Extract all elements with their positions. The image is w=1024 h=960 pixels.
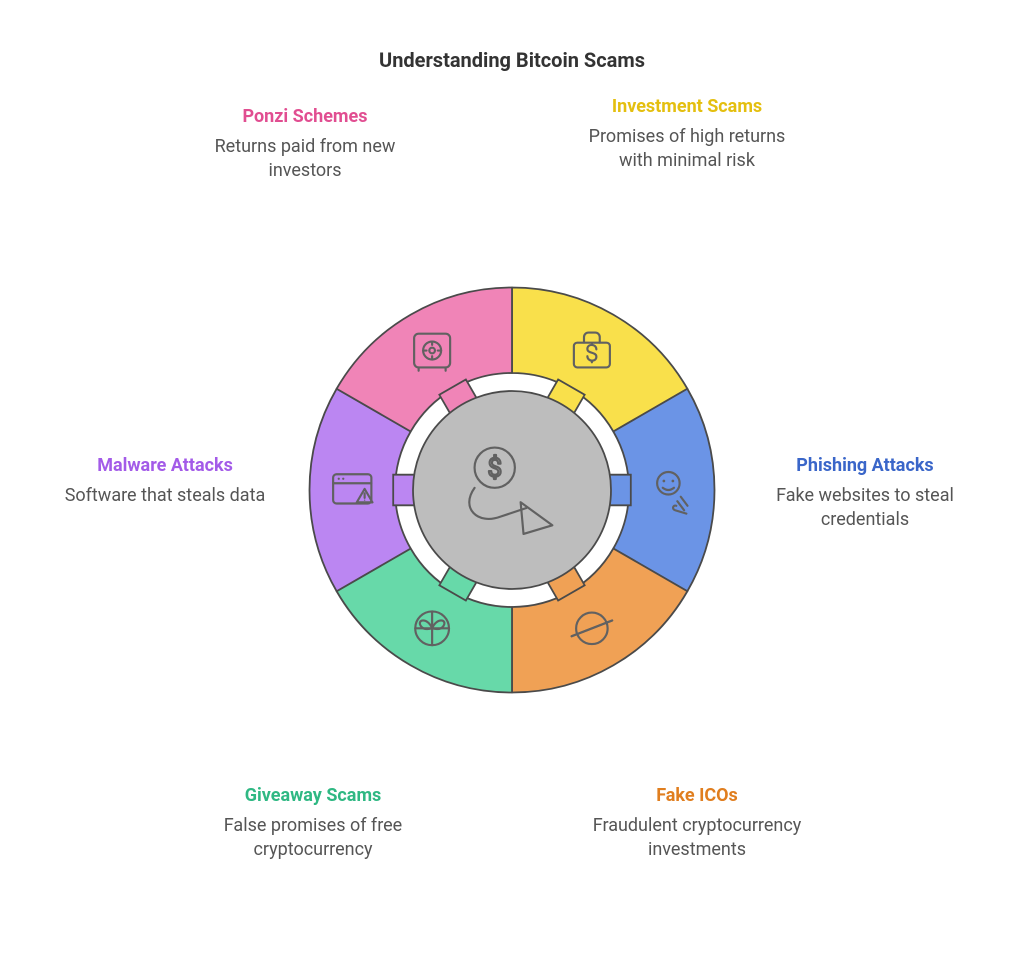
wheel-center bbox=[413, 391, 611, 589]
segment-desc: Software that steals data bbox=[60, 484, 270, 508]
gift-ribbon-icon bbox=[415, 611, 449, 645]
segment-label-ponzi: Ponzi Schemes Returns paid from new inve… bbox=[200, 106, 410, 183]
segment-title: Giveaway Scams bbox=[208, 785, 418, 808]
segment-title: Fake ICOs bbox=[592, 785, 802, 808]
segment-label-giveaway: Giveaway Scams False promises of free cr… bbox=[208, 785, 418, 862]
segment-label-phishing: Phishing Attacks Fake websites to steal … bbox=[760, 455, 970, 532]
segment-desc: Fraudulent cryptocurrency investments bbox=[592, 814, 802, 863]
segment-label-investment: Investment Scams Promises of high return… bbox=[582, 96, 792, 173]
segment-title: Investment Scams bbox=[582, 96, 792, 119]
segment-label-malware: Malware Attacks Software that steals dat… bbox=[60, 455, 270, 508]
segment-title: Ponzi Schemes bbox=[200, 106, 410, 129]
segment-desc: Returns paid from new investors bbox=[200, 135, 410, 184]
segment-desc: False promises of free cryptocurrency bbox=[208, 814, 418, 863]
segment-title: Malware Attacks bbox=[60, 455, 270, 478]
page-title: Understanding Bitcoin Scams bbox=[0, 48, 1024, 72]
segment-title: Phishing Attacks bbox=[760, 455, 970, 478]
wheel-svg: $ bbox=[287, 265, 737, 715]
segment-desc: Promises of high returns with minimal ri… bbox=[582, 125, 792, 174]
svg-text:$: $ bbox=[487, 453, 502, 483]
radial-wheel: $ bbox=[287, 265, 737, 715]
segment-desc: Fake websites to steal credentials bbox=[760, 484, 970, 533]
segment-label-fakeicos: Fake ICOs Fraudulent cryptocurrency inve… bbox=[592, 785, 802, 862]
